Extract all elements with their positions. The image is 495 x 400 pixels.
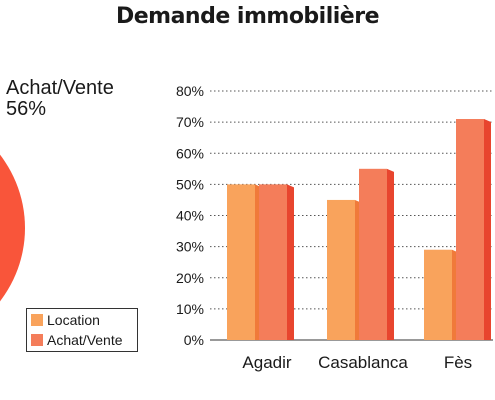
legend: Location Achat/Vente: [26, 308, 138, 352]
legend-swatch: [31, 334, 43, 346]
legend-label: Achat/Vente: [47, 332, 123, 348]
legend-swatch: [31, 314, 43, 326]
x-category-label: Agadir: [242, 353, 291, 372]
y-tick-label: 50%: [176, 176, 204, 192]
bar-side: [387, 168, 394, 340]
bar-side: [287, 184, 294, 340]
y-tick-label: 70%: [176, 114, 204, 130]
pie-slice-label: Achat/Vente 56%: [6, 78, 114, 120]
legend-item-location: Location: [31, 311, 137, 329]
y-tick-label: 60%: [176, 145, 204, 161]
y-tick-label: 80%: [176, 83, 204, 99]
y-tick-label: 40%: [176, 208, 204, 224]
legend-item-achat-vente: Achat/Vente: [31, 331, 137, 349]
bar-achat-vente-fès: [456, 119, 484, 340]
y-tick-label: 20%: [176, 270, 204, 286]
pie-slice-value: 56%: [6, 98, 47, 120]
y-tick-label: 0%: [184, 332, 204, 348]
bar-location-agadir: [227, 184, 255, 340]
y-axis-ticks: 0% 10% 20% 30% 40% 50% 60% 70% 80%: [176, 83, 204, 348]
pie-chart: [0, 154, 25, 302]
x-axis-categories: Agadir Casablanca Fès: [242, 353, 472, 372]
pie-slice-name: Achat/Vente: [6, 77, 114, 99]
bars: [227, 119, 491, 340]
y-tick-label: 30%: [176, 239, 204, 255]
x-category-label: Fès: [444, 353, 472, 372]
bar-side: [484, 119, 491, 340]
x-category-label: Casablanca: [318, 353, 408, 372]
bar-location-fès: [424, 249, 452, 340]
pie-slice-achat-vente: [0, 154, 25, 302]
bar-location-casablanca: [327, 199, 355, 340]
y-tick-label: 10%: [176, 301, 204, 317]
bar-achat-vente-casablanca: [359, 168, 387, 340]
bar-achat-vente-agadir: [259, 184, 287, 340]
legend-label: Location: [47, 312, 100, 328]
chart-title: Demande immobilière: [115, 4, 380, 29]
